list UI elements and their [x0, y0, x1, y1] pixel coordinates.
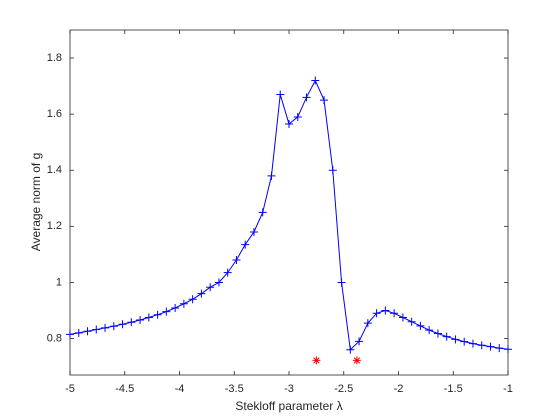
data-marker [83, 327, 92, 336]
data-marker [223, 268, 232, 277]
y-tick-label: 1.4 [47, 164, 62, 176]
data-marker [302, 93, 311, 102]
data-marker [179, 299, 188, 308]
x-tick-label: -2.5 [334, 383, 353, 395]
data-marker [101, 323, 110, 332]
data-marker [293, 112, 302, 121]
data-marker [312, 356, 321, 365]
data-marker [214, 278, 223, 287]
data-marker [363, 319, 372, 328]
data-marker [311, 76, 320, 85]
data-marker [232, 256, 241, 264]
data-marker [74, 328, 83, 337]
data-marker [381, 306, 390, 315]
data-marker [372, 309, 381, 318]
data-marker [352, 356, 361, 365]
data-marker [337, 278, 346, 287]
data-marker [346, 345, 355, 354]
data-marker [468, 339, 477, 348]
data-marker [118, 320, 127, 329]
data-marker [486, 342, 495, 351]
data-marker [258, 208, 267, 217]
data-marker [355, 337, 364, 346]
data-marker [425, 326, 434, 335]
data-marker [136, 316, 145, 325]
data-marker [127, 318, 136, 327]
x-tick-label: -1.5 [444, 383, 463, 395]
x-tick-label: -1 [503, 383, 513, 395]
y-tick-label: 0.8 [47, 332, 62, 344]
data-marker [504, 345, 512, 354]
data-marker [495, 344, 504, 353]
data-marker [188, 295, 197, 304]
data-marker [442, 332, 451, 341]
axes-box [69, 29, 509, 376]
data-marker [276, 90, 285, 99]
data-marker [416, 321, 425, 330]
data-marker [241, 240, 250, 249]
data-marker [398, 313, 407, 322]
x-tick-label: -3 [284, 383, 294, 395]
data-marker [92, 325, 101, 334]
x-tick-label: -4.5 [115, 383, 134, 395]
data-marker [162, 307, 171, 316]
data-marker [328, 166, 337, 175]
data-marker [451, 335, 460, 344]
x-tick-label: -3.5 [225, 383, 244, 395]
data-marker [433, 329, 442, 338]
x-axis-label: Stekloff parameter λ [235, 399, 342, 413]
data-marker [249, 227, 258, 236]
data-marker [109, 322, 118, 331]
data-marker [144, 313, 153, 322]
x-tick-label: -4 [175, 383, 185, 395]
data-marker [197, 289, 206, 298]
data-marker [460, 337, 469, 346]
data-marker [407, 317, 416, 326]
x-tick-label: -2 [394, 383, 404, 395]
y-tick-label: 1.8 [47, 52, 62, 64]
data-marker [66, 330, 74, 339]
y-axis-label: Average norm of g [29, 153, 43, 252]
y-tick-label: 1 [56, 276, 62, 288]
y-tick-label: 1.6 [47, 108, 62, 120]
x-tick-label: -5 [65, 383, 75, 395]
data-marker [171, 303, 180, 312]
data-marker [390, 309, 399, 318]
data-marker [477, 341, 486, 350]
data-marker [206, 283, 215, 292]
data-marker [320, 96, 329, 105]
y-tick-label: 1.2 [47, 220, 62, 232]
data-marker [285, 119, 293, 128]
data-marker [267, 171, 276, 180]
data-marker [153, 310, 162, 319]
